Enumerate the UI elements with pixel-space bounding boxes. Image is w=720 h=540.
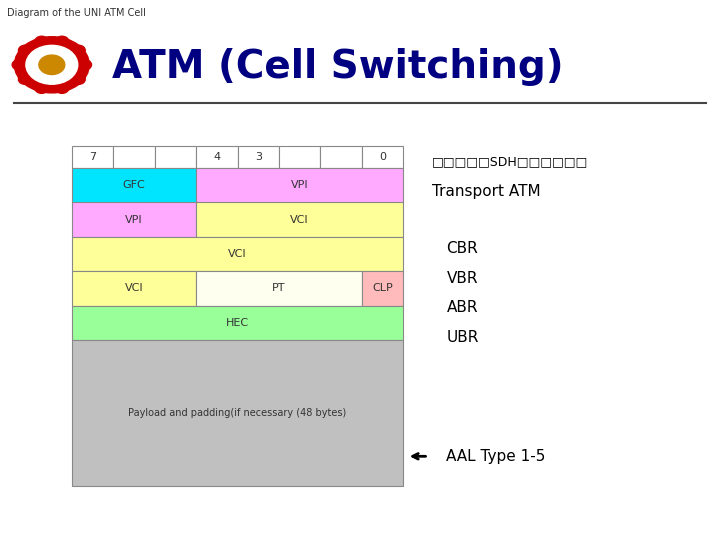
Text: 7: 7 — [89, 152, 96, 162]
Text: UBR: UBR — [446, 330, 479, 345]
Text: CLP: CLP — [372, 284, 393, 293]
Bar — [72, 202, 196, 237]
Bar — [72, 306, 403, 340]
Text: Payload and padding(if necessary (48 bytes): Payload and padding(if necessary (48 byt… — [128, 408, 347, 418]
Circle shape — [39, 55, 65, 75]
Circle shape — [78, 60, 91, 70]
Text: 3: 3 — [255, 152, 262, 162]
Text: VPI: VPI — [291, 180, 308, 190]
Bar — [362, 271, 403, 306]
Bar — [196, 202, 403, 237]
Bar — [279, 146, 320, 168]
Circle shape — [26, 45, 78, 84]
Text: Diagram of the UNI ATM Cell: Diagram of the UNI ATM Cell — [7, 8, 146, 18]
Circle shape — [19, 45, 32, 55]
Bar — [155, 146, 196, 168]
Bar — [72, 237, 403, 271]
Circle shape — [35, 83, 48, 93]
Bar — [72, 340, 403, 486]
Text: □□□□□SDH□□□□□□: □□□□□SDH□□□□□□ — [432, 156, 588, 168]
Text: AAL Type 1-5: AAL Type 1-5 — [446, 449, 546, 464]
Text: VCI: VCI — [125, 284, 143, 293]
Text: VCI: VCI — [228, 249, 247, 259]
Text: Transport ATM: Transport ATM — [432, 184, 541, 199]
Circle shape — [14, 37, 89, 93]
Circle shape — [12, 60, 26, 70]
Text: ATM (Cell Switching): ATM (Cell Switching) — [112, 49, 563, 86]
Circle shape — [55, 83, 69, 93]
Bar — [72, 271, 196, 306]
Bar — [72, 146, 114, 168]
Bar — [196, 146, 238, 168]
Text: GFC: GFC — [122, 180, 145, 190]
Text: 0: 0 — [379, 152, 386, 162]
Bar — [196, 168, 403, 202]
Text: VBR: VBR — [446, 271, 478, 286]
Bar — [72, 168, 196, 202]
Text: VPI: VPI — [125, 215, 143, 225]
Bar — [196, 271, 362, 306]
Circle shape — [55, 36, 69, 46]
Text: PT: PT — [272, 284, 286, 293]
Circle shape — [19, 75, 32, 84]
Text: VCI: VCI — [290, 215, 309, 225]
Text: 4: 4 — [213, 152, 220, 162]
Circle shape — [72, 45, 85, 55]
Text: HEC: HEC — [226, 318, 249, 328]
Circle shape — [35, 36, 48, 46]
Bar — [114, 146, 155, 168]
Text: ABR: ABR — [446, 300, 478, 315]
Bar — [362, 146, 403, 168]
Bar — [320, 146, 362, 168]
Bar — [238, 146, 279, 168]
Circle shape — [72, 75, 85, 84]
Text: CBR: CBR — [446, 241, 478, 256]
